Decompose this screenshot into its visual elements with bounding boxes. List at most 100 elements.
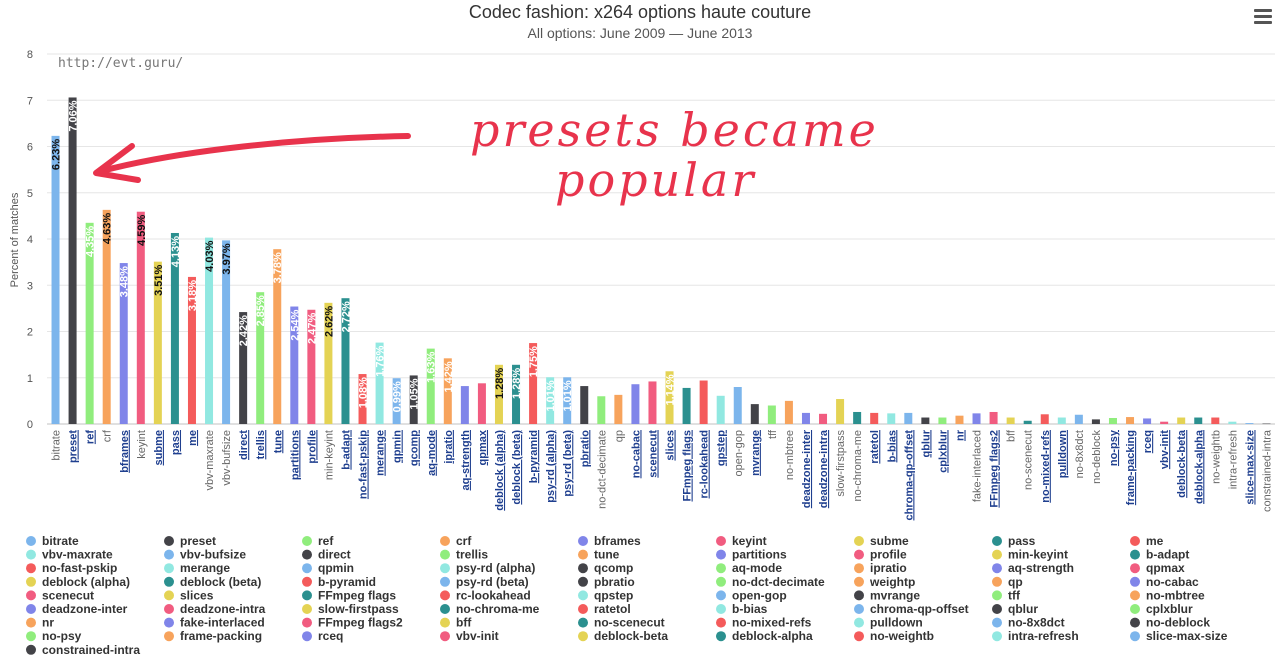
bar[interactable]	[631, 384, 640, 424]
legend-item[interactable]: weightp	[869, 575, 915, 589]
bar[interactable]	[1262, 423, 1271, 425]
legend-item[interactable]: bff	[456, 616, 472, 630]
legend-item[interactable]: slice-max-size	[1146, 629, 1228, 643]
legend-item[interactable]: aq-mode	[732, 561, 782, 575]
legend-marker[interactable]	[992, 563, 1002, 574]
legend-marker[interactable]	[26, 617, 36, 628]
legend-marker[interactable]	[716, 563, 726, 574]
legend-marker[interactable]	[440, 549, 450, 560]
x-tick-label[interactable]: frame-packing	[1125, 430, 1137, 505]
legend-item[interactable]: rc-lookahead	[456, 588, 531, 602]
bar[interactable]	[307, 309, 316, 424]
legend-item[interactable]: qpmin	[318, 561, 354, 575]
bar[interactable]	[580, 386, 589, 424]
legend-item[interactable]: aq-strength	[1008, 561, 1074, 575]
legend-marker[interactable]	[578, 631, 588, 642]
legend-marker[interactable]	[1130, 576, 1140, 587]
legend-marker[interactable]	[26, 576, 36, 587]
legend-marker[interactable]	[1130, 563, 1140, 574]
legend-marker[interactable]	[302, 604, 312, 614]
legend-marker[interactable]	[164, 563, 174, 574]
legend-marker[interactable]	[26, 604, 36, 614]
x-tick-label[interactable]: b-bias	[886, 430, 898, 462]
legend-marker[interactable]	[854, 536, 864, 546]
bar[interactable]	[665, 371, 674, 424]
legend-item[interactable]: psy-rd (beta)	[456, 575, 529, 589]
bar[interactable]	[205, 237, 214, 424]
legend-item[interactable]: deblock-beta	[594, 629, 668, 643]
legend-item[interactable]: no-cabac	[1146, 575, 1199, 589]
legend-marker[interactable]	[302, 631, 312, 642]
bar[interactable]	[239, 312, 248, 424]
bar[interactable]	[1245, 423, 1254, 424]
legend-item[interactable]: profile	[870, 548, 907, 562]
x-tick-label[interactable]: aq-mode	[426, 430, 438, 476]
bar[interactable]	[716, 395, 725, 424]
legend-marker[interactable]	[716, 617, 726, 628]
bar[interactable]	[1074, 414, 1083, 424]
legend-marker[interactable]	[578, 563, 588, 574]
legend-item[interactable]: no-dct-decimate	[732, 575, 825, 589]
bar[interactable]	[750, 404, 759, 424]
x-tick-label[interactable]: pbratio	[579, 430, 591, 468]
legend-marker[interactable]	[992, 617, 1002, 628]
legend-item[interactable]: vbv-bufsize	[180, 548, 246, 562]
bar[interactable]	[341, 298, 350, 424]
legend-item[interactable]: FFmpeg flags	[318, 588, 396, 602]
legend-item[interactable]: qpmax	[1146, 561, 1185, 575]
legend-marker[interactable]	[854, 549, 864, 560]
x-tick-label[interactable]: ratetol	[869, 430, 881, 464]
legend-item[interactable]: pass	[1008, 534, 1036, 548]
bar[interactable]	[972, 413, 981, 424]
legend-item[interactable]: direct	[318, 548, 351, 562]
legend-item[interactable]: pulldown	[870, 616, 923, 630]
legend-marker[interactable]	[992, 536, 1002, 546]
legend-marker[interactable]	[26, 631, 36, 642]
bar[interactable]	[1126, 417, 1135, 424]
bar[interactable]	[170, 232, 179, 424]
bar[interactable]	[563, 377, 572, 424]
bar[interactable]	[1228, 421, 1237, 424]
legend-item[interactable]: bframes	[594, 534, 641, 548]
legend-item[interactable]: no-mixed-refs	[732, 616, 812, 630]
x-tick-label[interactable]: no-fast-pskip	[358, 430, 370, 499]
legend-marker[interactable]	[26, 644, 36, 655]
legend-marker[interactable]	[992, 590, 1002, 601]
x-tick-label[interactable]: merange	[375, 430, 387, 476]
bar[interactable]	[494, 364, 503, 424]
bar[interactable]	[733, 387, 742, 424]
legend-item[interactable]: no-mbtree	[1146, 588, 1205, 602]
legend-marker[interactable]	[578, 536, 588, 546]
x-tick-label[interactable]: qpmin	[392, 430, 404, 463]
legend-marker[interactable]	[1130, 590, 1140, 601]
legend-marker[interactable]	[302, 549, 312, 560]
legend-item[interactable]: partitions	[732, 548, 787, 562]
legend-item[interactable]: keyint	[732, 534, 767, 548]
legend-item[interactable]: chroma-qp-offset	[870, 602, 969, 616]
legend-item[interactable]: psy-rd (alpha)	[456, 561, 535, 575]
legend-marker[interactable]	[716, 590, 726, 601]
legend-item[interactable]: b-adapt	[1146, 548, 1189, 562]
x-tick-label[interactable]: b-pyramid	[528, 430, 540, 483]
bar[interactable]	[682, 387, 691, 424]
bar[interactable]	[68, 97, 77, 424]
bar[interactable]	[324, 302, 333, 424]
legend-marker[interactable]	[26, 563, 36, 574]
bar[interactable]	[1006, 417, 1015, 424]
legend-item[interactable]: b-pyramid	[318, 575, 376, 589]
legend-item[interactable]: deadzone-intra	[180, 602, 266, 616]
legend-marker[interactable]	[1130, 549, 1140, 560]
bar[interactable]	[477, 383, 486, 424]
legend-item[interactable]: no-scenecut	[594, 616, 665, 630]
legend-item[interactable]: tff	[1008, 588, 1021, 602]
legend-item[interactable]: no-fast-pskip	[42, 561, 117, 575]
bar[interactable]	[1040, 414, 1049, 424]
legend-marker[interactable]	[716, 536, 726, 546]
bar[interactable]	[375, 342, 384, 424]
legend-marker[interactable]	[854, 604, 864, 614]
x-tick-label[interactable]: deblock (beta)	[511, 430, 523, 505]
bar[interactable]	[1177, 417, 1186, 424]
bar[interactable]	[955, 415, 964, 424]
legend-marker[interactable]	[164, 604, 174, 614]
legend-marker[interactable]	[1130, 536, 1140, 546]
